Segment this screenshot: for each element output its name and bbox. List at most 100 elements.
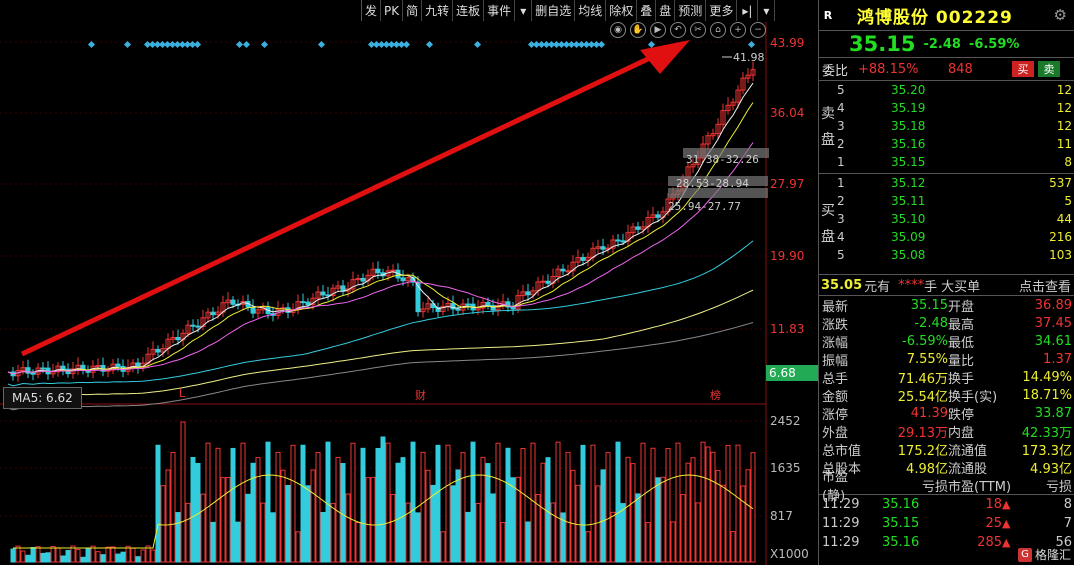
bid-row[interactable]: 2 35.11 5: [837, 192, 1074, 210]
stat-key: 最高: [948, 317, 975, 333]
tick-row: 11:29 35.16 285 ▲ 56: [819, 533, 1074, 552]
toolbar-item[interactable]: 删自选: [532, 0, 576, 21]
volume-bar: [605, 452, 611, 563]
toolbar-item[interactable]: 更多: [706, 0, 738, 21]
stat-value: 14.49%: [1022, 369, 1072, 385]
volume-bar: [85, 548, 91, 563]
volume-bar: [365, 477, 371, 563]
range-label: 28.53-28.94: [676, 177, 749, 190]
toolbar-item[interactable]: 盘: [656, 0, 676, 21]
toolbar-item[interactable]: 事件: [484, 0, 516, 21]
toolbar-item[interactable]: PK: [381, 0, 404, 21]
signal-diamond: [317, 40, 326, 49]
candle-body: [250, 306, 256, 314]
ask-row[interactable]: 4 35.19 12: [837, 99, 1074, 117]
volume-bar: [720, 484, 726, 563]
stat-key: 最低: [948, 335, 975, 351]
hand-icon[interactable]: ✋: [630, 22, 646, 38]
tick-price: 35.16: [882, 497, 920, 512]
bid-price: 35.12: [891, 176, 926, 190]
ask-row[interactable]: 2 35.16 11: [837, 135, 1074, 153]
candle-body: [300, 301, 306, 304]
ask-rows: 5 35.20 12 4 35.19 12 3 35.18 12 2 35.16 11 1 35.15 8: [837, 81, 1074, 173]
volume-unit-label: X1000: [770, 547, 809, 561]
bid-row[interactable]: 3 35.10 44: [837, 210, 1074, 228]
signal-diamond: [367, 40, 376, 49]
toolbar-item[interactable]: ▸|: [737, 0, 759, 21]
volume-bar: [185, 502, 191, 563]
toolbar-item[interactable]: 九转: [422, 0, 454, 21]
zoom-out-icon[interactable]: −: [750, 22, 766, 38]
deal-type: 大买单: [941, 279, 981, 295]
volume-bar: [240, 442, 246, 563]
bid-row[interactable]: 4 35.09 216: [837, 228, 1074, 246]
sell-button[interactable]: 卖: [1038, 61, 1060, 77]
stat-key: 外盘: [822, 425, 849, 441]
play-icon[interactable]: ▶: [650, 22, 666, 38]
toolbar-item[interactable]: 发: [362, 0, 382, 21]
buy-button[interactable]: 买: [1012, 61, 1034, 77]
event-marker[interactable]: 榜: [710, 389, 721, 402]
signal-diamond: [577, 40, 586, 49]
candle-body: [520, 291, 526, 297]
weibi-label: 委比: [822, 63, 849, 79]
candle-body: [625, 232, 631, 242]
deal-price: 35.05: [821, 277, 863, 293]
undo-icon[interactable]: ↶: [670, 22, 686, 38]
signal-diamond: [597, 40, 606, 49]
volume-axis-label: 2452: [770, 414, 801, 428]
toolbar-item[interactable]: ▾: [515, 0, 533, 21]
stat-value: 41.39: [910, 405, 948, 421]
chart-icon-bar: ◉ ✋ ▶ ↶ ✂ ⌂ + −: [610, 22, 766, 38]
zoom-in-icon[interactable]: +: [730, 22, 746, 38]
toolbar-item[interactable]: 叠: [637, 0, 657, 21]
volume-bar: [295, 531, 301, 563]
stat-row: 涨跌 -2.48 最高 37.45: [819, 314, 1074, 333]
ask-row[interactable]: 3 35.18 12: [837, 117, 1074, 135]
volume-bar: [30, 546, 36, 563]
signal-diamond: [188, 40, 197, 49]
toolbar-item[interactable]: ▾: [758, 0, 776, 21]
toolbar-item[interactable]: 预测: [675, 0, 707, 21]
ask-row[interactable]: 1 35.15 8: [837, 153, 1074, 171]
deal-view-link[interactable]: 点击查看: [1018, 279, 1071, 295]
gear-icon[interactable]: ⚙: [1053, 6, 1067, 24]
volume-bar: [725, 444, 731, 563]
tick-row: 11:29 35.15 25 ▲ 7: [819, 514, 1074, 533]
tick-qty: 285: [977, 535, 1002, 550]
volume-bar: [15, 545, 21, 563]
toolbar-item[interactable]: 连板: [453, 0, 485, 21]
event-marker[interactable]: 财: [415, 389, 426, 402]
ask-qty: 12: [1056, 119, 1072, 133]
volume-bar: [565, 451, 571, 563]
toolbar-item[interactable]: 简: [403, 0, 423, 21]
signal-diamond: [572, 40, 581, 49]
bid-row[interactable]: 5 35.08 103: [837, 246, 1074, 264]
volume-bar: [260, 502, 266, 563]
kline-svg[interactable]: 31.38-32.26 28.53-28.94 25.94-27.77 41.98: [0, 0, 818, 565]
stat-value: 18.71%: [1022, 387, 1072, 403]
volume-bar: [120, 551, 126, 563]
stat-row: 涨幅 -6.59% 最低 34.61: [819, 332, 1074, 351]
candle-body: [715, 123, 721, 135]
candle-body: [335, 285, 341, 289]
eye-icon[interactable]: ◉: [610, 22, 626, 38]
signal-diamond: [527, 40, 536, 49]
toolbar-item[interactable]: 除权: [606, 0, 638, 21]
volume-bar: [505, 447, 511, 563]
kline-chart-area[interactable]: 31.38-32.26 28.53-28.94 25.94-27.77 41.98 发…: [0, 0, 821, 565]
ask-row[interactable]: 5 35.20 12: [837, 81, 1074, 99]
stat-key: 涨跌: [822, 317, 849, 333]
scissors-icon[interactable]: ✂: [690, 22, 706, 38]
bid-row[interactable]: 1 35.12 537: [837, 174, 1074, 192]
event-marker[interactable]: L: [179, 387, 186, 400]
candle-body: [530, 290, 536, 296]
candle-body: [435, 307, 441, 312]
signal-diamond: [557, 40, 566, 49]
candle-body: [400, 277, 406, 282]
lock-icon[interactable]: ⌂: [710, 22, 726, 38]
volume-bar: [345, 493, 351, 563]
stat-row: 金额 25.54亿 换手(实) 18.71%: [819, 386, 1074, 405]
toolbar-item[interactable]: 均线: [575, 0, 607, 21]
watermark: G 格隆汇: [1017, 546, 1071, 563]
